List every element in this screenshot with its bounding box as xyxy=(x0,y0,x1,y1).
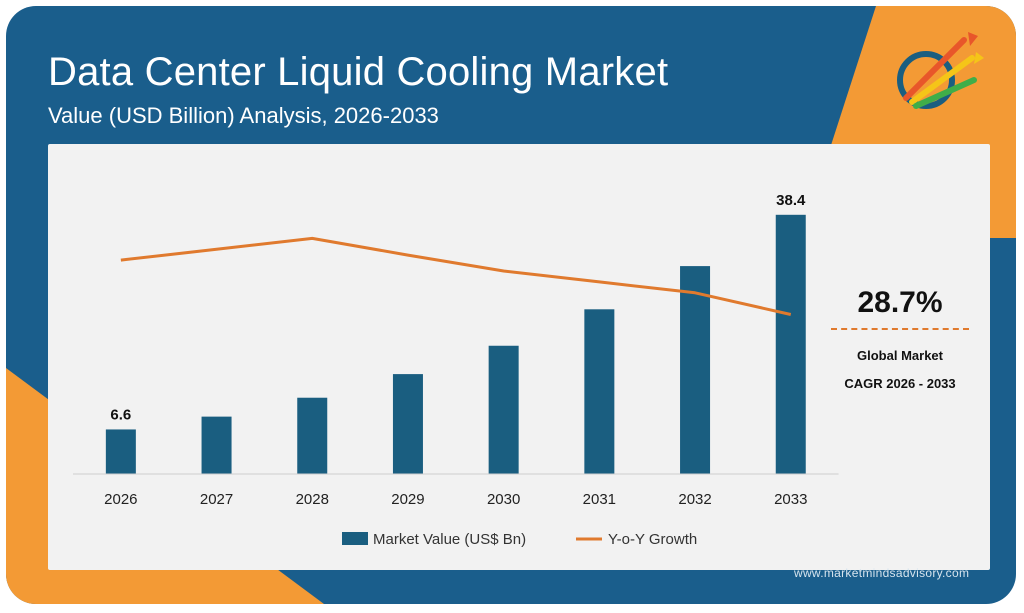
x-tick-label: 2031 xyxy=(583,491,616,508)
bar-2032 xyxy=(680,266,711,474)
x-tick-label: 2028 xyxy=(296,491,329,508)
page-subtitle: Value (USD Billion) Analysis, 2026-2033 xyxy=(48,103,439,128)
bar-data-label: 6.6 xyxy=(110,406,131,423)
bars-layer xyxy=(105,214,806,475)
cagr-divider xyxy=(831,328,969,330)
cagr-label-line2: CAGR 2026 - 2033 xyxy=(844,376,956,391)
legend-label-market-value: Market Value (US$ Bn) xyxy=(373,531,526,548)
chart-legend: Market Value (US$ Bn) Y-o-Y Growth xyxy=(342,531,697,548)
x-tick-label: 2032 xyxy=(678,491,711,508)
bar-2027 xyxy=(201,416,232,474)
bar-2031 xyxy=(584,309,615,474)
cagr-label-line1: Global Market xyxy=(857,348,943,363)
bar-2028 xyxy=(297,397,328,474)
legend-swatch-market-value xyxy=(342,532,368,545)
bar-2026 xyxy=(105,429,136,474)
chart-panel: 2026 6.6 2027 2028 2029 2030 2031 2032 2033 38.4 … xyxy=(48,144,990,570)
labels-layer: 2026 6.6 2027 2028 2029 2030 2031 2032 2033 38.4 xyxy=(104,192,807,508)
cagr-callout: 28.7% Global Market CAGR 2026 - 2033 xyxy=(830,286,970,398)
bar-2030 xyxy=(488,345,519,474)
legend-label-yoy-growth: Y-o-Y Growth xyxy=(608,531,697,548)
x-tick-label: 2029 xyxy=(391,491,424,508)
brand-logo-icon xyxy=(897,32,984,109)
x-tick-label: 2033 xyxy=(774,491,807,508)
cagr-value: 28.7% xyxy=(857,286,943,319)
x-tick-label: 2030 xyxy=(487,491,520,508)
bar-data-label: 38.4 xyxy=(776,192,806,209)
website-url[interactable]: www.marketmindsadvisory.com xyxy=(794,566,970,580)
x-tick-label: 2026 xyxy=(104,491,137,508)
yoy-growth-line xyxy=(120,236,792,316)
bar-2033 xyxy=(775,214,806,475)
bar-2029 xyxy=(392,374,423,474)
infographic-frame: Data Center Liquid Cooling Market Value … xyxy=(6,6,1016,604)
line-layer xyxy=(120,236,792,316)
x-tick-label: 2027 xyxy=(200,491,233,508)
page-title: Data Center Liquid Cooling Market xyxy=(48,50,669,94)
